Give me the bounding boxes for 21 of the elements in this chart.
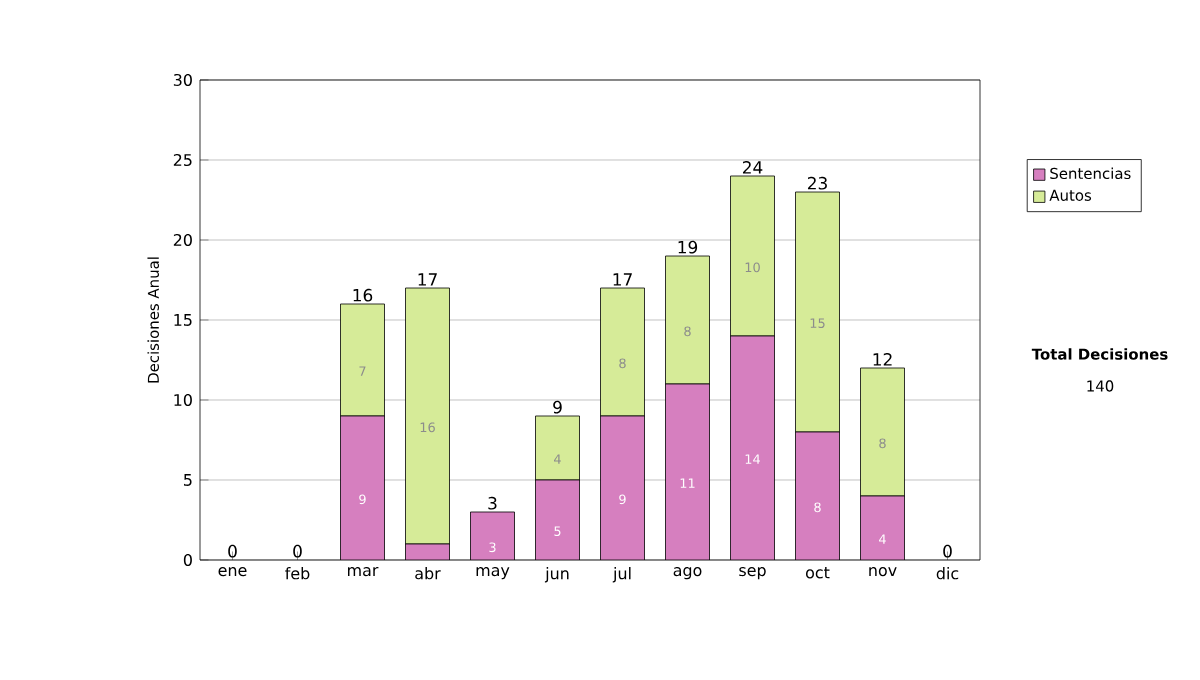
total-label: 3 — [488, 496, 497, 510]
total-label: 0 — [293, 544, 302, 558]
bar — [535, 415, 580, 481]
bar — [665, 383, 710, 560]
bar — [860, 495, 905, 560]
total-label: 24 — [742, 161, 763, 174]
total-label: 19 — [678, 240, 698, 254]
bar — [340, 415, 385, 560]
bar — [600, 415, 645, 560]
total-label: 0 — [943, 544, 952, 558]
total-label: 16 — [353, 288, 373, 302]
bar — [730, 335, 775, 560]
bar — [795, 431, 840, 560]
total-label: 0 — [228, 544, 237, 558]
total-label: 12 — [873, 353, 892, 366]
total-label: 9 — [553, 400, 562, 414]
bar — [535, 479, 580, 560]
total-label: 23 — [807, 176, 827, 190]
bar — [470, 511, 515, 560]
total-label: 17 — [613, 273, 632, 286]
total-label: 17 — [418, 273, 437, 286]
